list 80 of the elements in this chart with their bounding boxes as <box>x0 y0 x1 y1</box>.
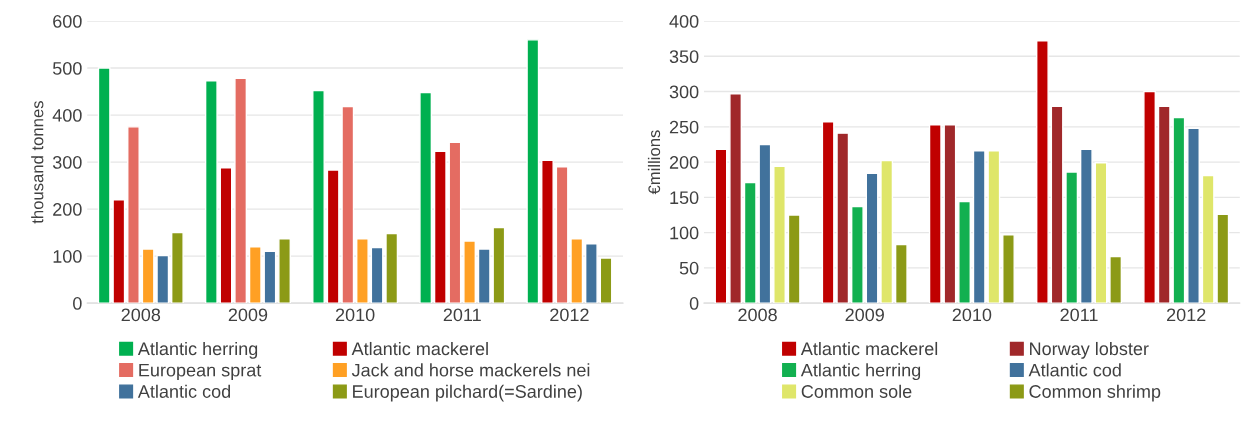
bar <box>1109 255 1123 304</box>
bar <box>1002 234 1015 304</box>
bar <box>370 246 384 304</box>
y-tick-label: 0 <box>689 297 699 310</box>
x-tick-label: 2008 <box>738 308 777 322</box>
legend-label: European sprat <box>139 363 262 381</box>
y-tick-label: 200 <box>53 203 82 216</box>
y-tick-label: 100 <box>670 226 699 240</box>
x-tick-label: 2012 <box>1167 308 1206 322</box>
bar <box>958 200 971 304</box>
bar <box>541 159 554 304</box>
bar <box>773 165 786 304</box>
legend-label: Atlantic mackerel <box>351 341 488 356</box>
x-tick-label: 2010 <box>952 308 992 322</box>
y-tick-label: 150 <box>670 191 699 205</box>
bar <box>729 92 743 304</box>
y-axis-title: thousand tonnes <box>31 101 44 224</box>
legend-label: Common sole <box>801 384 912 398</box>
bar <box>880 159 894 304</box>
y-tick-label: 400 <box>669 14 699 28</box>
bar <box>1036 40 1049 304</box>
bar <box>312 89 325 304</box>
bar <box>419 91 433 304</box>
bar <box>1143 90 1156 304</box>
bar <box>171 231 184 304</box>
bar <box>463 240 476 304</box>
y-tick-label: 200 <box>669 156 699 169</box>
x-tick-label: 2009 <box>845 308 884 322</box>
bar <box>263 250 277 304</box>
bar <box>234 77 248 304</box>
x-tick-label: 2010 <box>335 308 375 322</box>
legend-label: Atlantic mackerel <box>800 341 938 356</box>
y-tick-label: 0 <box>73 297 82 310</box>
bar <box>385 232 399 304</box>
bar <box>433 150 447 304</box>
y-tick-label: 50 <box>679 261 699 275</box>
legend-label: Atlantic cod <box>1028 363 1121 377</box>
bar <box>714 148 728 304</box>
bar <box>127 126 140 304</box>
x-tick-label: 2011 <box>443 308 481 322</box>
x-tick-label: 2011 <box>1060 308 1098 322</box>
bar <box>928 124 942 304</box>
x-tick-label: 2012 <box>550 308 589 322</box>
bar <box>1050 105 1064 304</box>
y-tick-label: 600 <box>53 14 82 28</box>
bar <box>850 205 864 304</box>
x-tick-label: 2009 <box>228 308 268 322</box>
legend-label: European pilchard(=Sardine) <box>353 384 582 402</box>
legend-label: Atlantic herring <box>800 363 921 381</box>
bar <box>248 246 262 304</box>
y-tick-label: 400 <box>52 109 82 122</box>
bar <box>204 80 218 304</box>
y-tick-label: 500 <box>52 62 82 75</box>
y-tick-label: 250 <box>669 120 699 134</box>
y-axis-title: €millions <box>647 130 661 195</box>
bar <box>787 214 801 304</box>
bar <box>1094 162 1108 304</box>
bar <box>219 167 233 304</box>
bar <box>356 238 369 304</box>
bar <box>1065 171 1079 304</box>
bar <box>894 243 908 304</box>
bar <box>526 39 540 304</box>
bar <box>584 243 598 304</box>
bar <box>943 124 957 304</box>
legend-label: Common shrimp <box>1029 384 1161 402</box>
y-tick-label: 350 <box>669 50 699 64</box>
y-tick-label: 100 <box>53 250 82 263</box>
legend-label: Jack and horse mackerels nei <box>351 363 590 377</box>
bar <box>865 172 879 304</box>
bar <box>1187 127 1200 304</box>
bar <box>1079 148 1093 304</box>
x-tick-label: 2008 <box>121 308 161 322</box>
legend-label: Atlantic herring <box>137 341 258 359</box>
bar <box>448 141 462 304</box>
legend-label: Atlantic cod <box>137 384 231 398</box>
y-tick-label: 300 <box>52 156 82 169</box>
legend-label: Norway lobster <box>1030 341 1149 359</box>
y-tick-label: 300 <box>669 85 699 99</box>
bar <box>278 238 291 304</box>
bar <box>599 257 613 304</box>
